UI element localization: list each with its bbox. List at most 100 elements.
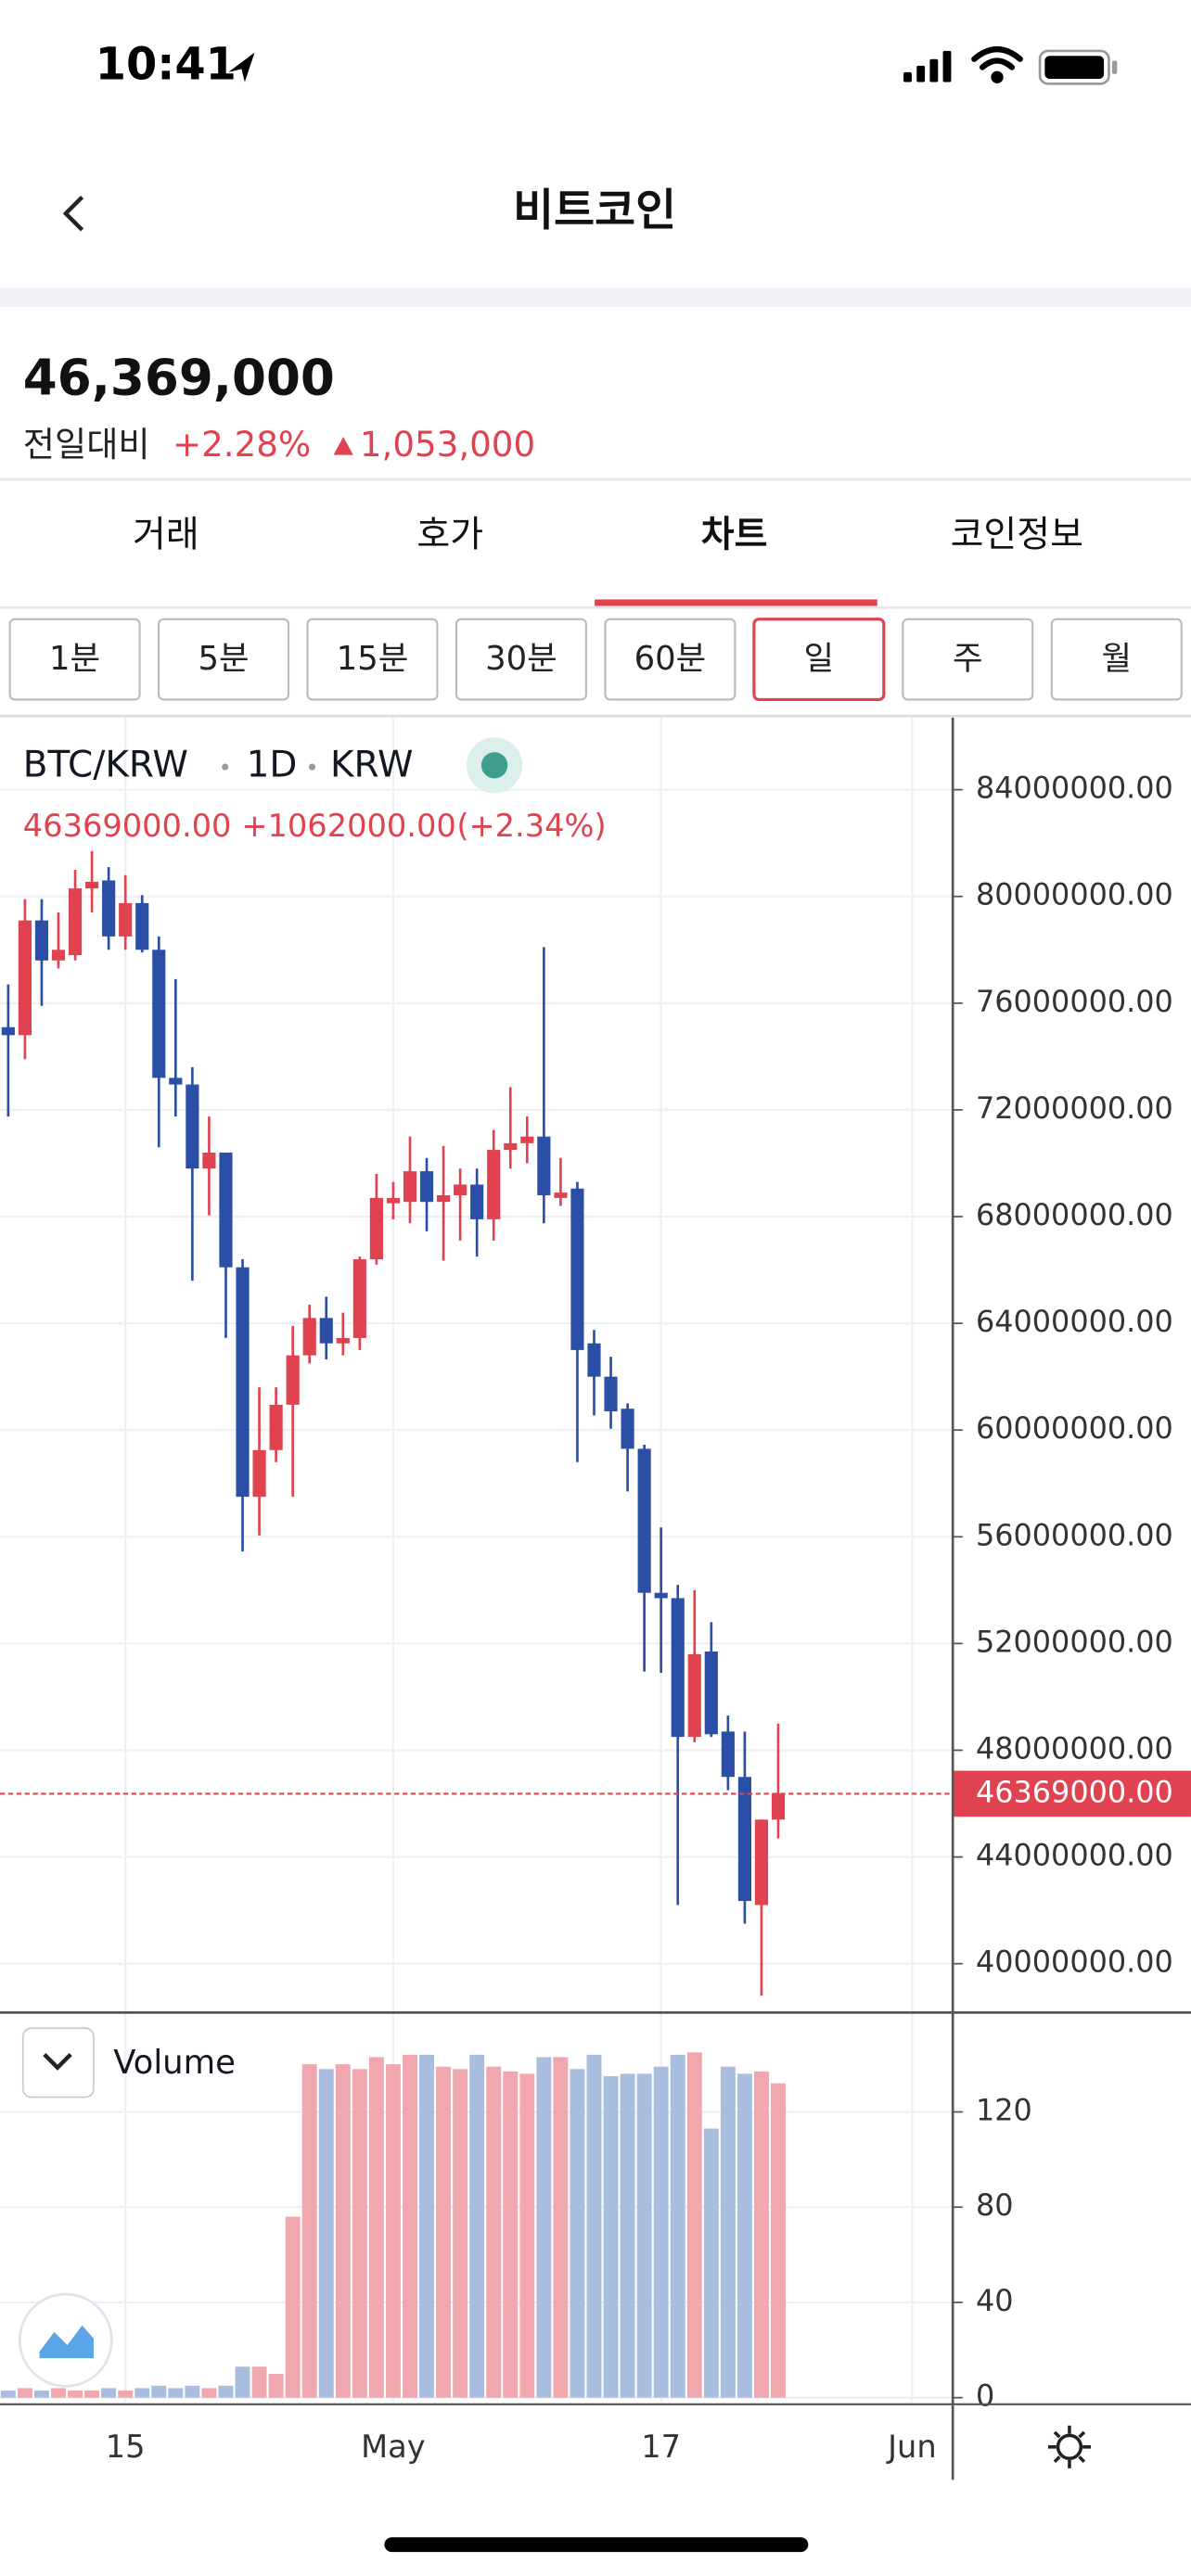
volume-bar	[586, 2054, 602, 2398]
candle-body	[436, 1194, 451, 1203]
volume-bar	[436, 2066, 452, 2398]
interval-label: 1분	[49, 640, 100, 678]
candle-body	[654, 1592, 668, 1599]
volume-bar	[235, 2366, 250, 2398]
volume-bar	[368, 2057, 384, 2398]
candle-body	[219, 1152, 233, 1268]
volume-bar	[352, 2069, 367, 2398]
volume-bar	[570, 2069, 585, 2398]
y-tick-label: 76000000.00	[976, 984, 1173, 1019]
tab[interactable]: 호가	[416, 515, 483, 556]
volume-bar	[519, 2073, 535, 2398]
y-tick-label: 64000000.00	[976, 1304, 1173, 1339]
candle-body	[587, 1343, 601, 1377]
interval-button[interactable]	[455, 618, 587, 701]
dot-separator	[222, 763, 229, 771]
volume-bar	[251, 2366, 267, 2398]
volume-bar	[268, 2373, 284, 2398]
interval-button[interactable]	[902, 618, 1034, 701]
x-tick-label: 17	[641, 2429, 681, 2465]
settings-icon[interactable]	[1047, 2425, 1091, 2468]
y-tick-label: 80000000.00	[976, 877, 1173, 912]
candle-body	[18, 920, 32, 1036]
candle-body	[637, 1448, 651, 1593]
interval-button[interactable]	[1050, 618, 1183, 701]
candle-body	[537, 1136, 551, 1195]
price-label-bg	[953, 1770, 1191, 1817]
volume-bar	[51, 2388, 66, 2398]
volume-bar	[68, 2390, 83, 2398]
up-triangle	[333, 437, 353, 455]
volume-bar	[201, 2388, 217, 2398]
back-button[interactable]	[62, 195, 84, 232]
candle-body	[754, 1819, 769, 1906]
change-label: 전일대비	[23, 424, 150, 465]
interval-button[interactable]	[752, 618, 886, 702]
interval-button[interactable]	[306, 618, 439, 701]
candle-body	[1, 1027, 15, 1036]
y-tick-label: 44000000.00	[976, 1838, 1173, 1873]
volume-bar	[536, 2057, 552, 2398]
volume-bar	[653, 2066, 669, 2398]
volume-bar	[218, 2385, 234, 2398]
tab[interactable]: 차트	[701, 515, 768, 556]
wifi-icon	[971, 46, 1023, 83]
candle-body	[504, 1142, 518, 1151]
volume-bar	[486, 2066, 502, 2398]
volume-bar	[603, 2075, 619, 2398]
tab[interactable]: 코인정보	[951, 515, 1083, 556]
change-rate: +2.28%	[173, 424, 311, 465]
volume-tick-label: 0	[976, 2378, 994, 2414]
volume-bar	[620, 2073, 635, 2398]
candle-body	[252, 1449, 266, 1498]
candle-body	[286, 1355, 300, 1405]
candle-body	[302, 1318, 316, 1356]
tab-bar: 거래 호가 차트 코인정보	[133, 515, 1083, 606]
volume-tick-label: 120	[976, 2093, 1032, 2128]
volume-bar	[168, 2388, 184, 2398]
candle-body	[487, 1150, 501, 1219]
candle-body	[621, 1409, 634, 1449]
volume-bar	[134, 2388, 150, 2398]
volume-bar	[33, 2390, 49, 2398]
volume-bar	[503, 2071, 519, 2398]
y-tick-label: 72000000.00	[976, 1090, 1173, 1126]
collapse-button[interactable]	[21, 2027, 95, 2098]
interval-button[interactable]	[158, 618, 290, 701]
tab-indicator	[595, 599, 877, 606]
page-title: 비트코인	[513, 185, 676, 236]
logo-button[interactable]	[18, 2292, 113, 2388]
candle-body	[202, 1152, 216, 1169]
candle-body	[721, 1731, 735, 1778]
interval-button[interactable]	[8, 618, 141, 701]
volume-bar	[453, 2069, 468, 2398]
candle-body	[269, 1404, 283, 1450]
chevron	[43, 2052, 72, 2071]
y-tick-label: 48000000.00	[976, 1730, 1173, 1766]
interval-button[interactable]	[604, 618, 736, 701]
candle-body	[152, 950, 166, 1078]
candle-body	[386, 1197, 401, 1204]
currency: KRW	[330, 745, 414, 786]
interval-label: 5분	[198, 640, 249, 678]
volume-bar	[17, 2388, 32, 2398]
x-tick-label: 15	[106, 2429, 146, 2465]
interval-label: 30분	[485, 640, 557, 678]
volume-bar	[118, 2390, 134, 2398]
battery-icon	[1038, 49, 1118, 85]
legend-change-rate: (+2.34%)	[456, 808, 606, 844]
symbol: BTC/KRW	[23, 745, 188, 786]
y-tick-label: 40000000.00	[976, 1945, 1173, 1980]
volume-bar	[101, 2388, 117, 2398]
volume-bar	[185, 2385, 200, 2398]
signal-icon	[903, 50, 952, 83]
volume-bar	[419, 2054, 434, 2398]
volume-bar	[636, 2073, 652, 2398]
volume-bar	[301, 2064, 317, 2398]
volume-bar	[84, 2390, 100, 2398]
tab[interactable]: 거래	[133, 515, 199, 556]
y-tick-label: 52000000.00	[976, 1624, 1173, 1659]
candle-body	[737, 1777, 751, 1902]
volume-bar	[771, 2083, 786, 2398]
y-tick-label: 60000000.00	[976, 1410, 1173, 1446]
